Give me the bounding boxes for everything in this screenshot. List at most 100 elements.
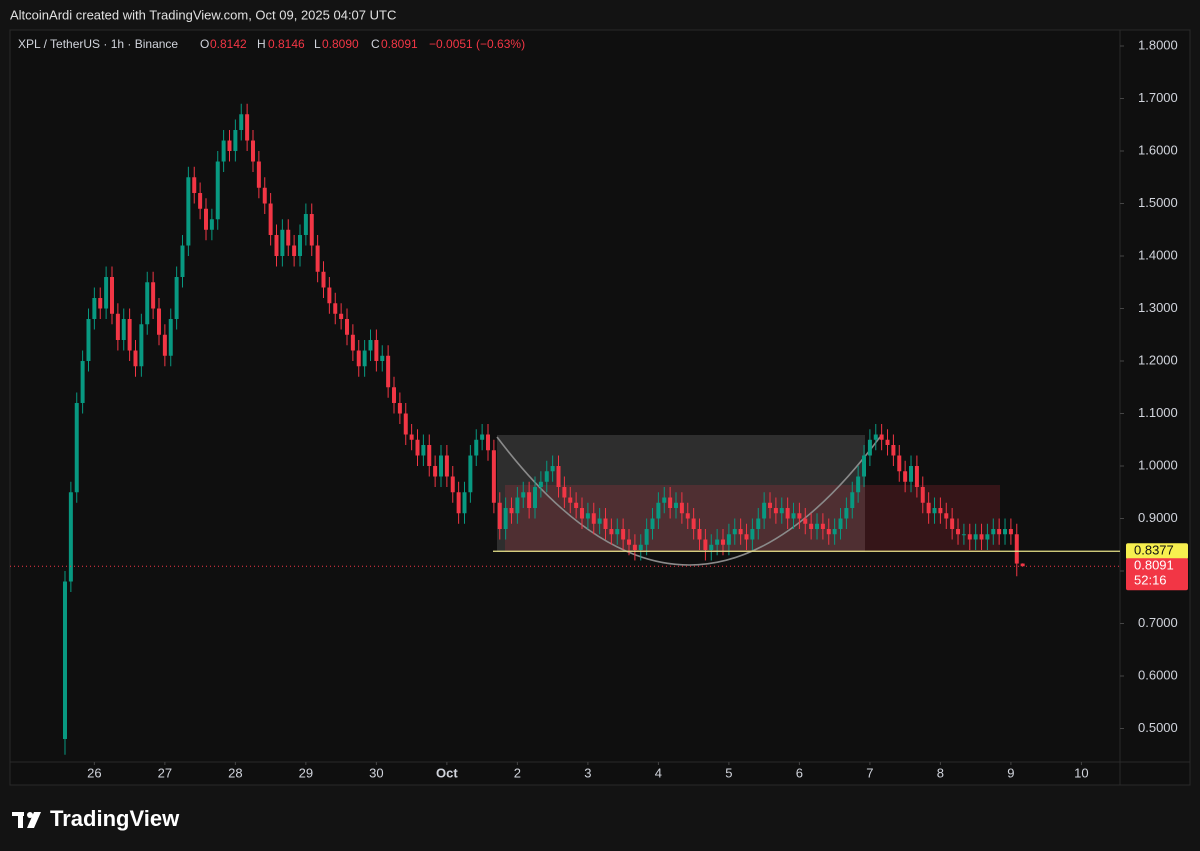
candle-body bbox=[832, 529, 837, 535]
candle-body bbox=[656, 502, 661, 519]
candle-body bbox=[967, 534, 972, 540]
candle-body bbox=[944, 513, 949, 519]
y-tick-label: 1.3000 bbox=[1138, 300, 1178, 315]
candle-body bbox=[815, 523, 820, 530]
candle-body bbox=[427, 445, 432, 467]
ohlc-key: O bbox=[200, 37, 209, 51]
ohlc-key: H bbox=[257, 37, 266, 51]
candle-body bbox=[104, 277, 109, 309]
candle-body bbox=[180, 245, 185, 278]
candle-body bbox=[791, 513, 796, 519]
candle-body bbox=[80, 361, 85, 404]
countdown: 52:16 bbox=[1134, 573, 1167, 588]
candle-body bbox=[392, 387, 397, 404]
candle-body bbox=[509, 508, 514, 514]
candle-body bbox=[239, 114, 244, 131]
candle-body bbox=[321, 271, 326, 288]
candle-body bbox=[873, 434, 878, 440]
candle-body bbox=[386, 355, 391, 388]
y-tick-label: 1.1000 bbox=[1138, 405, 1178, 420]
candle-body bbox=[251, 140, 255, 162]
candle-body bbox=[603, 518, 608, 530]
candle-body bbox=[732, 529, 737, 535]
candle-body bbox=[738, 529, 743, 535]
change: −0.0051 (−0.63%) bbox=[429, 37, 525, 51]
candle-body bbox=[109, 277, 114, 314]
candle-body bbox=[950, 518, 955, 530]
x-tick-label: 5 bbox=[725, 765, 732, 780]
candle-body bbox=[192, 177, 197, 194]
y-tick-label: 1.6000 bbox=[1138, 142, 1178, 157]
y-tick-label: 1.0000 bbox=[1138, 457, 1178, 472]
candle-body bbox=[862, 455, 867, 477]
candle-body bbox=[779, 508, 784, 514]
candle-body bbox=[885, 439, 890, 446]
level-label: 0.8377 bbox=[1134, 543, 1174, 558]
x-tick-label: 4 bbox=[655, 765, 662, 780]
candle-body bbox=[156, 308, 161, 335]
candle-body bbox=[691, 518, 696, 530]
y-tick-label: 1.8000 bbox=[1138, 37, 1178, 52]
candle-body bbox=[538, 481, 543, 488]
candle-body bbox=[726, 534, 731, 545]
logo-part bbox=[27, 812, 41, 828]
candle-body bbox=[838, 518, 843, 530]
candle-body bbox=[350, 334, 355, 351]
candle-body bbox=[92, 298, 97, 320]
candle-body bbox=[486, 434, 491, 451]
candle-body bbox=[497, 502, 502, 530]
candle-body bbox=[903, 471, 908, 482]
candle-body bbox=[227, 140, 232, 152]
candle-body bbox=[627, 539, 632, 545]
candle-body bbox=[68, 492, 73, 582]
candle-body bbox=[1020, 563, 1025, 567]
candle-body bbox=[850, 492, 855, 509]
candle-body bbox=[856, 476, 861, 493]
candle-body bbox=[98, 298, 103, 309]
cup-arc bbox=[496, 436, 881, 566]
candle-body bbox=[891, 445, 896, 456]
x-tick-label: 8 bbox=[937, 765, 944, 780]
candle-body bbox=[450, 476, 455, 493]
y-tick-label: 0.9000 bbox=[1138, 510, 1178, 525]
brand-name: TradingView bbox=[50, 806, 180, 831]
candle-body bbox=[127, 319, 132, 351]
candle-body bbox=[585, 513, 590, 519]
candle-body bbox=[809, 523, 814, 530]
candle-body bbox=[162, 334, 167, 356]
candle-body bbox=[597, 518, 602, 524]
candle-body bbox=[468, 455, 473, 493]
chart-panel bbox=[9, 29, 1191, 786]
candle-body bbox=[121, 319, 126, 341]
candle-body bbox=[773, 508, 778, 514]
candle-body bbox=[797, 513, 802, 519]
logo-part bbox=[18, 812, 23, 828]
last-price-box bbox=[1126, 558, 1188, 591]
candle-body bbox=[973, 534, 978, 540]
symbol-title: XPL / TetherUS · 1h · Binance bbox=[18, 37, 178, 51]
candle-body bbox=[62, 581, 67, 740]
candle-body bbox=[286, 229, 291, 246]
candle-body bbox=[421, 445, 426, 456]
candle-body bbox=[1008, 529, 1013, 535]
candle-body bbox=[580, 508, 585, 519]
candle-body bbox=[333, 303, 338, 314]
candle-body bbox=[621, 529, 626, 540]
candle-body bbox=[444, 455, 449, 477]
y-tick-label: 1.2000 bbox=[1138, 352, 1178, 367]
candle-body bbox=[926, 502, 931, 514]
candle-body bbox=[709, 544, 714, 551]
candle-body bbox=[650, 518, 655, 530]
candle-body bbox=[533, 487, 538, 509]
candle-body bbox=[433, 466, 438, 477]
candle-body bbox=[339, 313, 344, 320]
x-tick-label: 26 bbox=[87, 765, 101, 780]
x-tick-label: 3 bbox=[584, 765, 591, 780]
candle-body bbox=[867, 439, 872, 456]
candle-body bbox=[715, 539, 720, 545]
candle-body bbox=[632, 544, 637, 551]
brand-logo bbox=[12, 812, 41, 828]
y-tick-label: 0.5000 bbox=[1138, 720, 1178, 735]
candle-body bbox=[544, 471, 549, 482]
candle-body bbox=[685, 513, 690, 519]
